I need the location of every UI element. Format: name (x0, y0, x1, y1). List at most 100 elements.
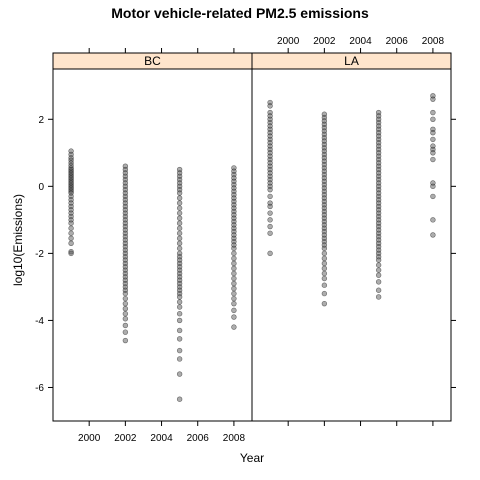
data-point-bc (68, 249, 74, 255)
y-tick-label: 2 (38, 115, 44, 126)
data-point-bc (231, 255, 237, 262)
data-point-bc (68, 235, 74, 241)
data-point-la (430, 232, 436, 238)
data-point-bc (231, 285, 237, 292)
data-point-la (430, 183, 436, 190)
data-point-bc (122, 337, 129, 344)
y-tick-label: -4 (35, 316, 44, 327)
data-point-bc (176, 205, 183, 211)
data-point-la (375, 272, 382, 278)
data-point-bc (68, 230, 74, 236)
data-point-la (267, 210, 273, 216)
data-point-la (267, 250, 273, 257)
data-point-la (430, 217, 436, 223)
data-point-bc (231, 314, 237, 320)
data-point-la (430, 116, 436, 122)
data-point-bc (122, 316, 129, 322)
data-point-bc (176, 240, 183, 247)
data-point-bc (231, 245, 237, 252)
data-point-la (430, 156, 436, 163)
data-point-bc (176, 220, 183, 226)
data-point-la (321, 290, 328, 297)
data-point-bc (231, 275, 237, 282)
data-point-bc (231, 290, 237, 297)
data-point-bc (122, 300, 129, 307)
data-point-la (430, 109, 436, 116)
data-point-bc (231, 260, 237, 267)
data-point-la (430, 193, 436, 200)
x-tick-label: 2006 (187, 433, 210, 444)
data-point-bc (231, 295, 237, 302)
data-point-la (267, 223, 273, 230)
data-point-la (375, 262, 382, 268)
data-point-la (321, 265, 328, 272)
data-point-bc (231, 250, 237, 257)
x-tick-label: 2002 (114, 433, 137, 444)
data-point-bc (176, 294, 183, 300)
data-point-bc (68, 240, 74, 247)
data-point-bc (176, 230, 183, 236)
data-point-bc (231, 280, 237, 287)
chart-title: Motor vehicle-related PM2.5 emissions (111, 5, 369, 21)
data-point-bc (176, 317, 183, 324)
data-point-la (321, 275, 328, 282)
data-point-la (430, 129, 436, 136)
x-tick-label: 2008 (422, 36, 445, 47)
plot-area: BC 2000 2002 2004 2006 2008 LA 2000 2002 2004 2006… (35, 36, 456, 444)
x-tick-label: 2000 (277, 36, 300, 47)
data-point-la (375, 287, 382, 293)
data-point-bc (231, 300, 237, 307)
data-point-bc (122, 295, 129, 302)
data-point-bc (122, 305, 129, 312)
data-point-la (430, 150, 436, 156)
data-point-bc (176, 190, 183, 196)
data-point-la (321, 270, 328, 277)
data-point-bc (122, 290, 129, 297)
x-tick-label: 2006 (386, 36, 409, 47)
x-tick-label: 2002 (313, 36, 336, 47)
strip-label-bc: BC (144, 54, 161, 68)
data-point-bc (176, 235, 183, 241)
data-point-la (375, 279, 382, 285)
data-point-la (321, 260, 328, 267)
data-point-bc (231, 265, 237, 272)
data-point-bc (176, 304, 183, 310)
data-point-bc (176, 200, 183, 206)
data-point-bc (176, 347, 183, 354)
data-point-la (267, 103, 273, 109)
data-point-la (430, 96, 436, 102)
data-point-bc (176, 225, 183, 231)
y-axis-label: log10(Emissions) (11, 194, 25, 286)
strip-label-la: LA (344, 54, 359, 68)
y-tick-label: -6 (35, 383, 44, 394)
data-point-la (375, 257, 382, 263)
data-point-la (430, 136, 436, 143)
data-point-la (321, 245, 328, 252)
data-point-bc (176, 195, 183, 201)
data-point-bc (231, 324, 237, 330)
data-point-bc (176, 327, 183, 334)
x-tick-label: 2000 (78, 433, 101, 444)
x-tick-label: 2004 (349, 36, 372, 47)
data-point-bc (176, 356, 183, 362)
data-point-la (321, 250, 328, 257)
data-point-la (267, 193, 273, 200)
data-point-bc (122, 329, 129, 335)
data-point-bc (176, 336, 183, 342)
data-point-bc (176, 396, 183, 402)
data-point-la (267, 203, 273, 210)
data-point-bc (122, 311, 129, 317)
data-point-bc (68, 225, 74, 231)
data-point-bc (176, 215, 183, 221)
data-point-la (267, 230, 273, 236)
data-point-la (375, 267, 382, 273)
data-point-bc (68, 250, 74, 257)
data-point-bc (231, 270, 237, 277)
data-point-bc (68, 220, 74, 226)
data-point-la (321, 255, 328, 262)
data-point-la (267, 186, 273, 193)
x-tick-label: 2008 (223, 433, 246, 444)
data-point-bc (176, 311, 183, 317)
x-tick-label: 2004 (150, 433, 173, 444)
